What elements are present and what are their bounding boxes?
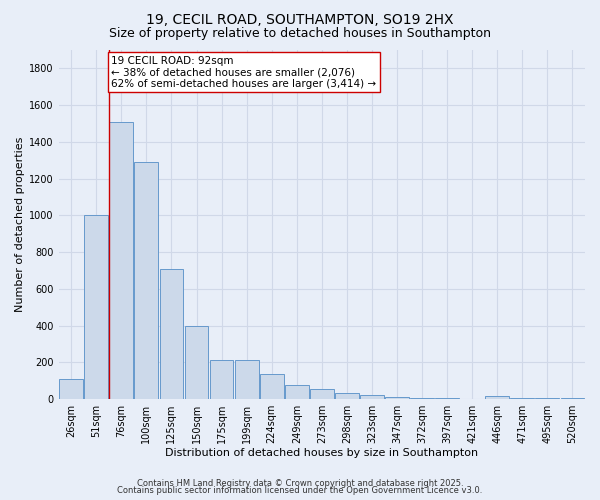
Bar (435, 398, 459, 399)
Bar (511, 398, 534, 399)
Bar (360, 396, 384, 399)
Bar (535, 398, 559, 399)
Bar (134, 162, 158, 399)
Bar (335, 392, 359, 399)
X-axis label: Distribution of detached houses by size in Southampton: Distribution of detached houses by size … (165, 448, 478, 458)
Bar (410, 398, 434, 399)
Bar (485, 396, 509, 399)
Bar (310, 389, 334, 399)
Text: Contains HM Land Registry data © Crown copyright and database right 2025.: Contains HM Land Registry data © Crown c… (137, 478, 463, 488)
Bar (85, 216, 108, 399)
Bar (385, 398, 409, 399)
Bar (160, 268, 184, 399)
Bar (285, 386, 308, 399)
Bar (209, 360, 233, 399)
Bar (235, 360, 259, 399)
Bar (560, 398, 584, 399)
Bar (59, 379, 83, 399)
Bar (109, 122, 133, 399)
Bar (260, 374, 284, 399)
Text: 19 CECIL ROAD: 92sqm
← 38% of detached houses are smaller (2,076)
62% of semi-de: 19 CECIL ROAD: 92sqm ← 38% of detached h… (111, 56, 376, 88)
Text: Contains public sector information licensed under the Open Government Licence v3: Contains public sector information licen… (118, 486, 482, 495)
Text: 19, CECIL ROAD, SOUTHAMPTON, SO19 2HX: 19, CECIL ROAD, SOUTHAMPTON, SO19 2HX (146, 12, 454, 26)
Text: Size of property relative to detached houses in Southampton: Size of property relative to detached ho… (109, 28, 491, 40)
Y-axis label: Number of detached properties: Number of detached properties (15, 137, 25, 312)
Bar (185, 326, 208, 399)
